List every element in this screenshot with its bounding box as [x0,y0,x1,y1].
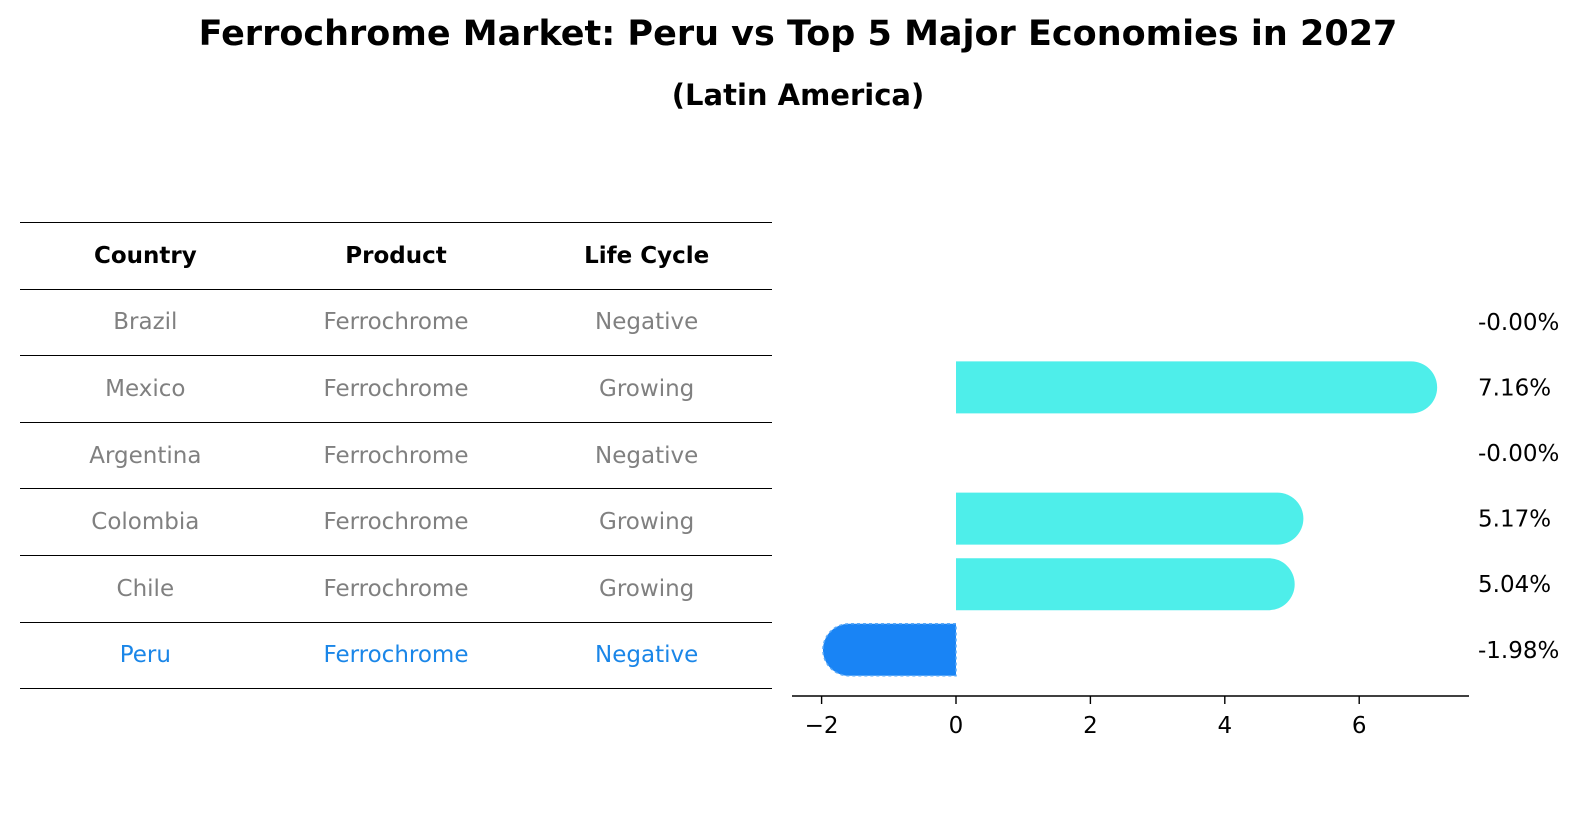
header-life-cycle: Life Cycle [521,222,772,290]
table-row: Argentina Ferrochrome Negative [20,422,772,490]
value-label-peru: -1.98% [1478,638,1559,664]
cell-life-cycle: Growing [521,488,772,556]
value-label-brazil: -0.00% [1478,310,1559,336]
cell-country: Chile [20,555,271,623]
header-country: Country [20,222,271,290]
value-label-colombia: 5.17% [1478,507,1551,533]
cell-product: Ferrochrome [270,622,522,690]
x-tick-label: 2 [1083,713,1098,739]
cell-product: Ferrochrome [270,555,522,623]
cell-life-cycle: Growing [521,355,772,423]
market-table: Country Product Life Cycle Brazil Ferroc… [20,222,772,690]
x-tick-label: 6 [1352,713,1367,739]
cell-country: Colombia [20,488,271,556]
cell-product: Ferrochrome [270,289,522,357]
table-header-row: Country Product Life Cycle [20,222,772,290]
cell-life-cycle: Negative [521,289,772,357]
cell-life-cycle: Negative [521,622,772,690]
value-label-chile: 5.04% [1478,572,1551,598]
x-tick-label: 4 [1217,713,1232,739]
cell-life-cycle: Negative [521,422,772,490]
chart-title: Ferrochrome Market: Peru vs Top 5 Major … [198,14,1398,54]
cell-product: Ferrochrome [270,422,522,490]
header-product: Product [270,222,522,290]
cell-country: Argentina [20,422,271,490]
bar-colombia [956,492,1304,545]
cell-life-cycle: Growing [521,555,772,623]
value-label-mexico: 7.16% [1478,375,1551,401]
bar-chile [956,558,1295,611]
cell-country: Mexico [20,355,271,423]
table-row: Mexico Ferrochrome Growing [20,355,772,423]
x-tick-label: 0 [949,713,964,739]
table-row: Chile Ferrochrome Growing [20,555,772,623]
cell-product: Ferrochrome [270,488,522,556]
table-row: Brazil Ferrochrome Negative [20,289,772,357]
cell-country: Brazil [20,289,271,357]
chart-subtitle: (Latin America) [671,78,925,112]
table-row: Colombia Ferrochrome Growing [20,488,772,556]
value-label-argentina: -0.00% [1478,441,1559,467]
x-tick-label: −2 [805,713,839,739]
cell-product: Ferrochrome [270,355,522,423]
table-row-highlighted: Peru Ferrochrome Negative [20,622,772,690]
bar-peru [822,623,957,677]
bar-mexico [956,361,1438,414]
cell-country: Peru [20,622,271,690]
